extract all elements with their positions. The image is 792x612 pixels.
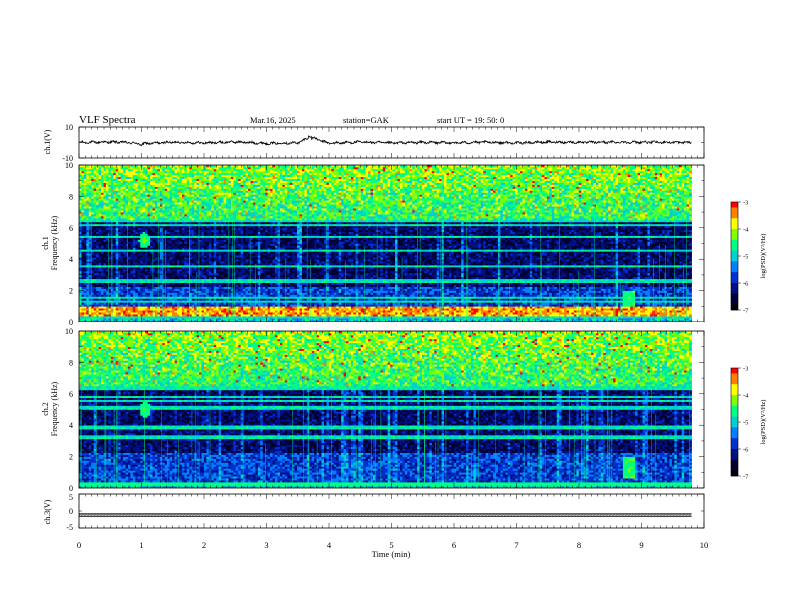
ch3-waveform-panel: 5 0 -5 ch.3(V): [43, 493, 705, 532]
ch3-ytick-minus5: -5: [66, 523, 73, 532]
ch1-waveform-ticks: [78, 126, 705, 159]
ch3-waveform-ticks: [78, 493, 705, 529]
x-axis-tick-labels: 0 1 2 3 4 5 6 7 8 9 10: [77, 540, 708, 550]
ch2-colorbar-label: log(PSD)(V²/Hz): [760, 400, 767, 445]
ch3-waveform-frame: [78, 493, 705, 529]
start-time-label: start UT = 19: 50: 0: [437, 115, 504, 125]
freq-tick-label: 4: [69, 421, 73, 430]
ch1-waveform-line: [78, 135, 692, 147]
date-label: Mar.16, 2025: [250, 115, 296, 125]
ch3-waveform-line: [78, 513, 692, 517]
x-tick-label: 8: [577, 540, 581, 550]
ch2-spectrogram-panel: 0 2 4 6 8 10 ch.2 Frequency (kHz): [41, 327, 705, 493]
ch1-spectrogram-ticks: [78, 164, 705, 323]
ch1-colorbar-ticks: -3 -4 -5 -6 -7: [738, 200, 749, 315]
freq-tick-label: 6: [69, 224, 73, 233]
freq-tick-label: 10: [65, 327, 73, 336]
ch2-spectrogram-ytick-labels: 0 2 4 6 8 10: [65, 327, 73, 493]
ch1-spectrogram-ytick-labels: 0 2 4 6 8 10: [65, 161, 73, 327]
x-axis-label: Time (min): [372, 549, 411, 559]
freq-tick-label: 8: [69, 192, 73, 201]
ch3-waveform-ylabel: ch.3(V): [43, 499, 52, 524]
ch2-colorbar-ticks: -3 -4 -5 -6 -7: [738, 366, 749, 481]
colorbar-tick-label: -3: [743, 366, 748, 373]
ch1-colorbar-gradient: [731, 202, 738, 311]
ch1-ytick-10: 10: [65, 123, 73, 132]
freq-tick-label: 10: [65, 161, 73, 170]
ch1-colorbar: -3 -4 -5 -6 -7 log(PSD)(V²/Hz): [730, 200, 767, 315]
freq-tick-label: 6: [69, 390, 73, 399]
station-label: station=GAK: [343, 115, 390, 125]
freq-tick-label: 2: [69, 287, 73, 296]
ch1-spectrogram: [79, 165, 704, 322]
x-tick-label: 0: [77, 540, 81, 550]
ch2-spectrogram: [79, 331, 704, 488]
x-tick-label: 5: [389, 540, 393, 550]
colorbar-tick-label: -7: [743, 474, 749, 481]
spectrogram-gap: [79, 322, 704, 331]
ch3-ytick-0: 0: [69, 507, 73, 516]
colorbar-tick-label: -5: [743, 254, 748, 261]
x-tick-label: 7: [514, 540, 518, 550]
ch3-ytick-5: 5: [69, 493, 73, 502]
ch2-colorbar-gradient: [731, 368, 738, 477]
freq-tick-label: 8: [69, 358, 73, 367]
x-tick-label: 1: [139, 540, 143, 550]
x-tick-label: 3: [264, 540, 268, 550]
colorbar-tick-label: -3: [743, 200, 748, 207]
x-tick-label: 2: [202, 540, 206, 550]
ch2-spectrogram-ylabel-frequency: Frequency (kHz): [50, 381, 59, 436]
freq-tick-label: 0: [69, 484, 73, 493]
freq-tick-label: 4: [69, 255, 73, 264]
x-tick-label: 4: [327, 540, 332, 550]
colorbar-tick-label: -4: [743, 393, 749, 400]
x-tick-label: 9: [639, 540, 643, 550]
figure-title: VLF Spectra: [79, 114, 136, 126]
x-tick-label: 10: [700, 540, 709, 550]
ch1-colorbar-label: log(PSD)(V²/Hz): [760, 234, 767, 279]
ch1-ytick-minus10: -10: [62, 154, 73, 163]
colorbar-tick-label: -7: [743, 308, 749, 315]
ch1-spectrogram-panel: 0 2 4 6 8 10 ch.1 Frequency (kHz): [41, 161, 705, 327]
ch2-colorbar: -3 -4 -5 -6 -7 log(PSD)(V²/Hz): [730, 366, 767, 481]
ch1-spectrogram-ylabel-channel: ch.1: [41, 236, 50, 250]
x-tick-label: 6: [452, 540, 456, 550]
ch1-waveform-ylabel: ch.1(V): [43, 129, 52, 154]
colorbar-tick-label: -6: [743, 447, 749, 454]
freq-tick-label: 2: [69, 453, 73, 462]
ch2-spectrogram-ylabel-channel: ch.2: [41, 402, 50, 416]
ch1-spectrogram-ylabel-frequency: Frequency (kHz): [50, 215, 59, 270]
freq-tick-label: 0: [69, 318, 73, 327]
colorbar-tick-label: -4: [743, 227, 749, 234]
ch2-spectrogram-ticks: [78, 330, 705, 489]
colorbar-tick-label: -5: [743, 420, 748, 427]
colorbar-tick-label: -6: [743, 281, 749, 288]
ch1-waveform-panel: 10 -10 ch.1(V): [43, 123, 705, 163]
